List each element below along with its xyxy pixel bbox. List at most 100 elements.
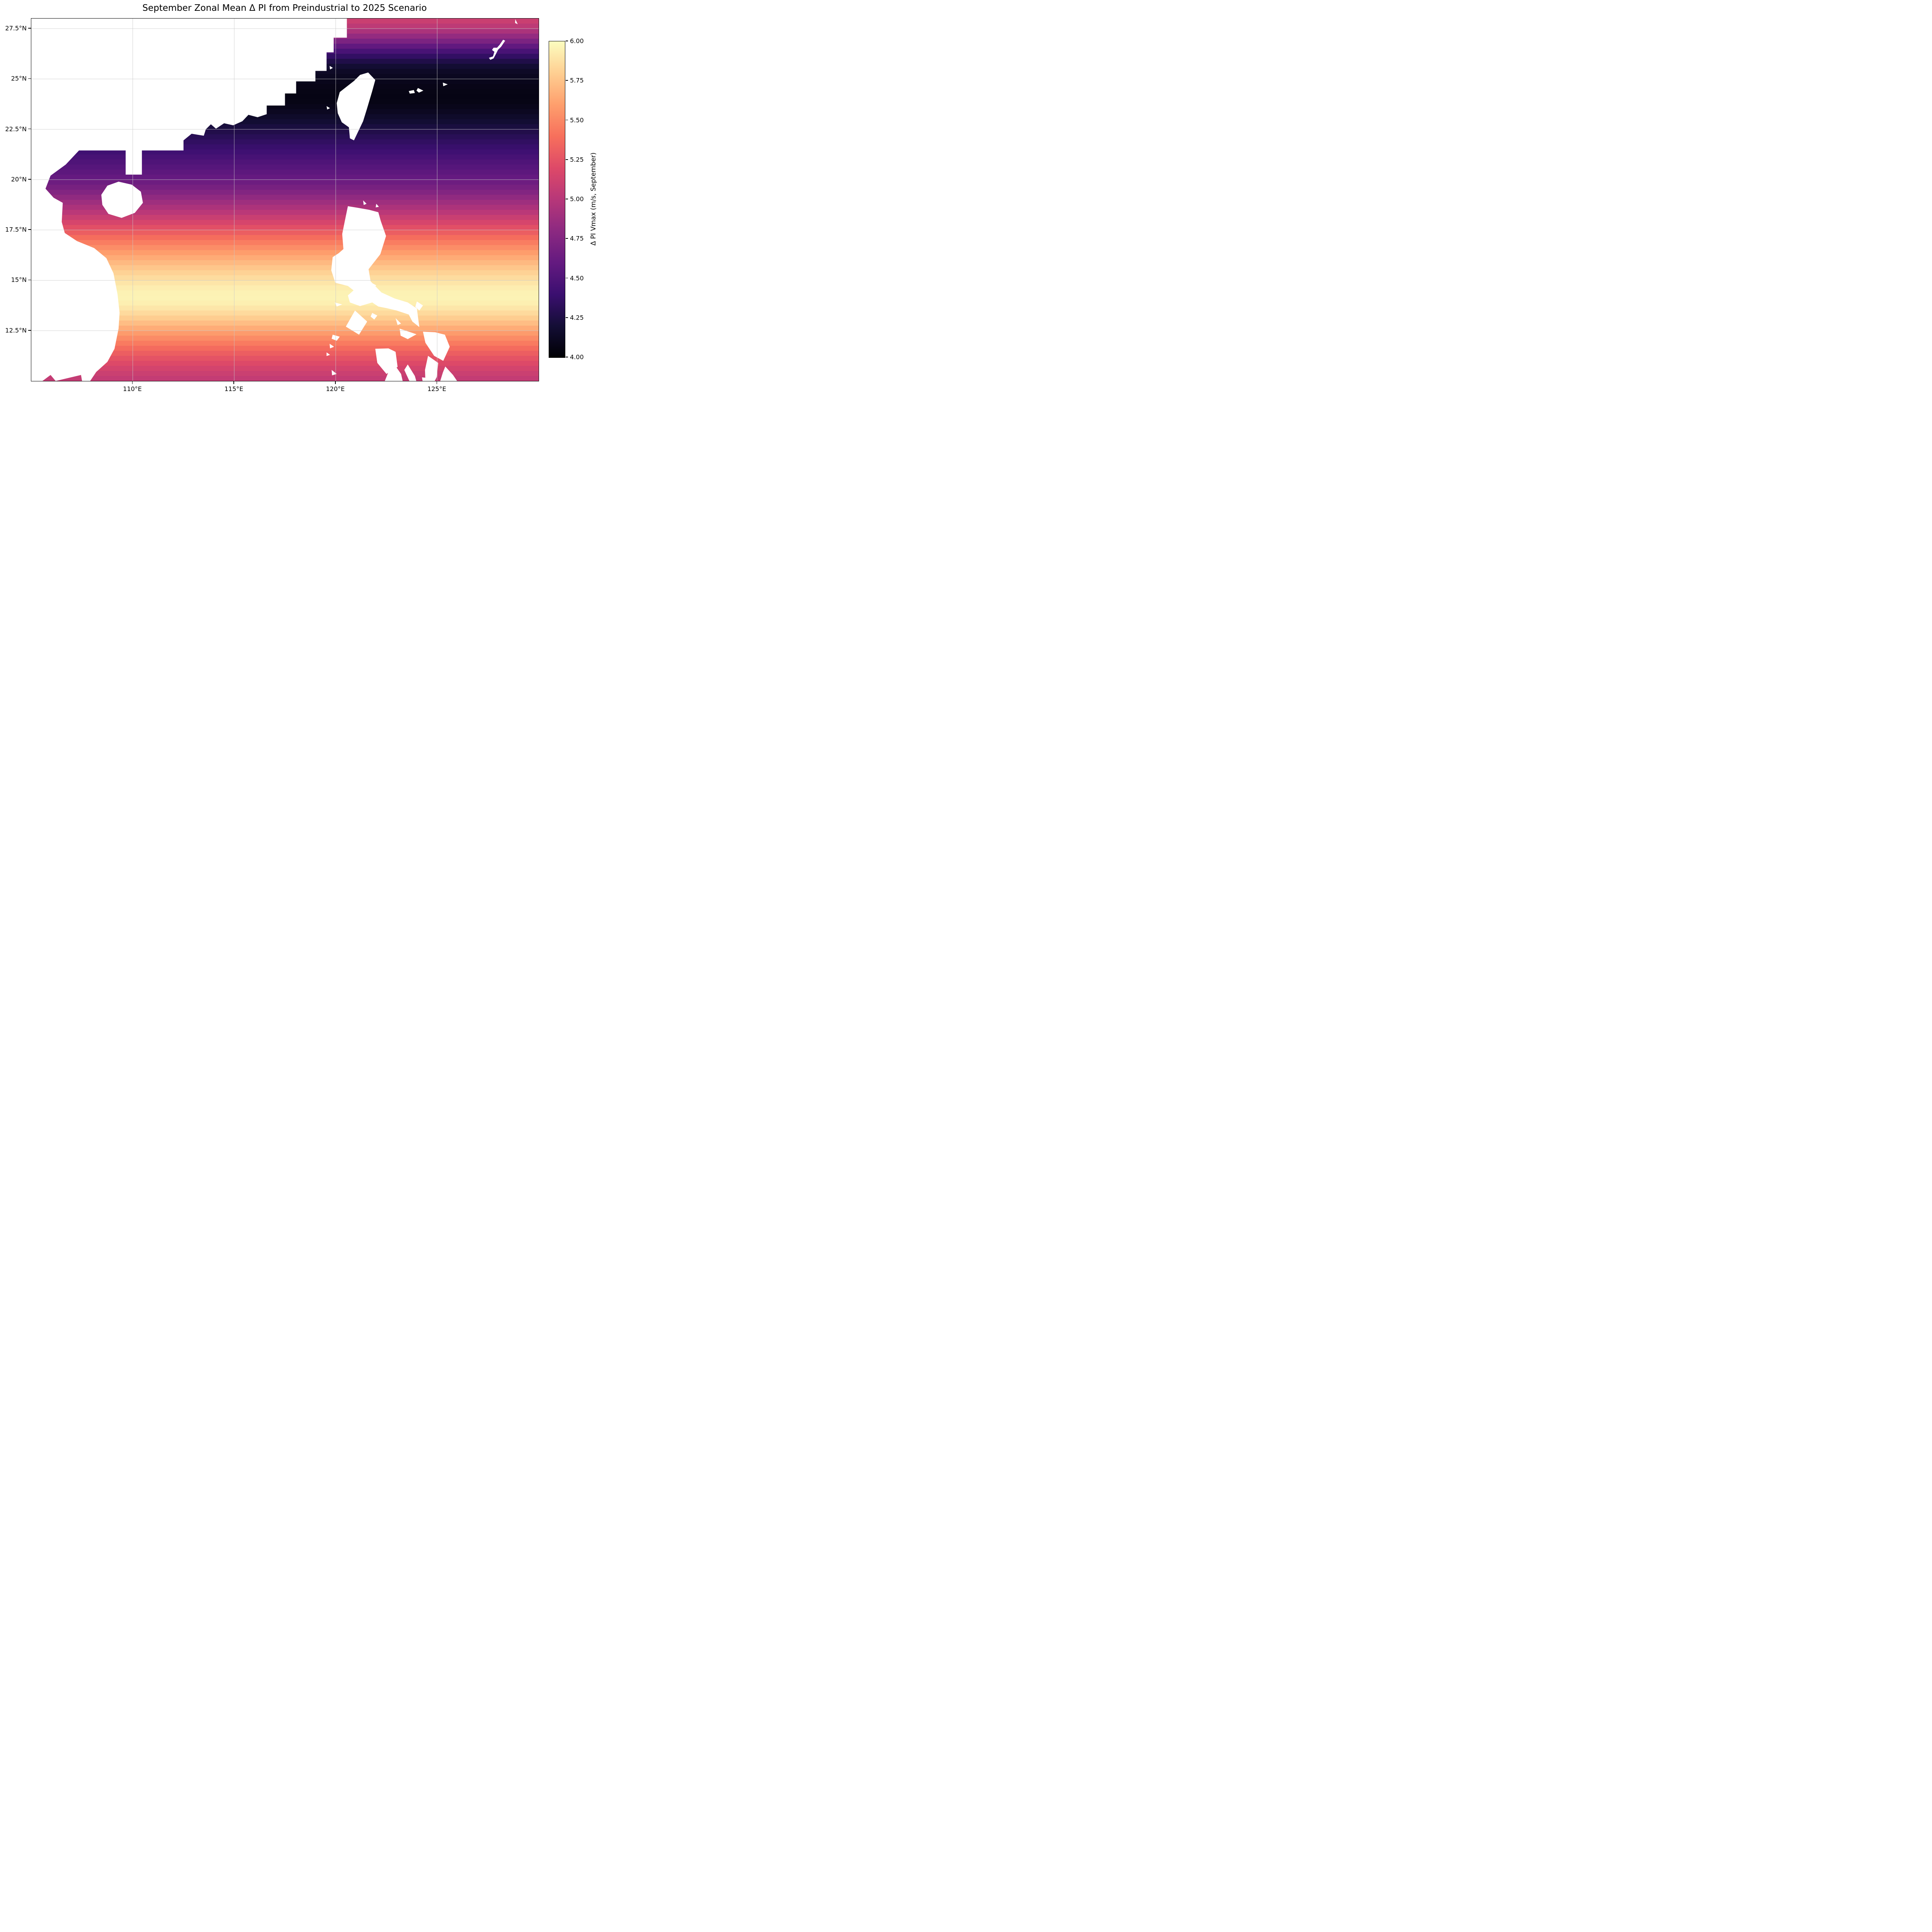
zonal-band	[31, 345, 539, 351]
land-mask-mindanao_ne	[440, 366, 457, 381]
colorbar-tick-label: 5.00	[570, 195, 584, 203]
colorbar-tick-label: 5.25	[570, 156, 584, 163]
land-mask-penghu	[327, 106, 330, 110]
zonal-band	[31, 350, 539, 356]
land-mask-culion	[330, 344, 334, 349]
zonal-band	[31, 280, 539, 286]
zonal-band	[31, 355, 539, 361]
land-mask-iriomote	[416, 88, 423, 93]
land-mask-burias	[395, 318, 401, 325]
zonal-band	[31, 164, 539, 170]
zonal-band	[31, 371, 539, 376]
land-mask-lubang	[335, 302, 342, 307]
zonal-band	[31, 335, 539, 341]
zonal-band	[31, 210, 539, 215]
x-tick-mark	[132, 381, 133, 384]
y-tick-mark	[28, 330, 31, 331]
colorbar-tick-mark	[566, 119, 568, 121]
zonal-band	[31, 265, 539, 270]
zonal-band	[31, 325, 539, 331]
x-tick-label: 110°E	[123, 385, 142, 393]
y-tick-label: 25°N	[11, 75, 27, 82]
zonal-band	[31, 366, 539, 371]
y-tick-mark	[28, 28, 31, 29]
zonal-band	[31, 376, 539, 381]
zonal-band	[31, 300, 539, 306]
colorbar-tick-label: 4.00	[570, 353, 584, 361]
x-tick-mark	[233, 381, 234, 384]
zonal-band	[31, 189, 539, 195]
zonal-band	[31, 149, 539, 155]
zonal-band	[31, 275, 539, 281]
zonal-band	[31, 361, 539, 366]
zonal-band	[31, 220, 539, 225]
land-mask-china_vietnam	[31, 19, 347, 381]
land-mask-linapacan	[327, 352, 330, 356]
y-tick-label: 20°N	[11, 175, 27, 183]
y-tick-label: 12.5°N	[5, 327, 27, 334]
y-tick-label: 22.5°N	[5, 125, 27, 133]
map-canvas	[31, 19, 539, 381]
land-mask-marinduque	[371, 313, 378, 320]
colorbar-tick-label: 5.50	[570, 116, 584, 124]
x-tick-label: 120°E	[326, 385, 345, 393]
land-mask-masbate	[400, 328, 417, 339]
zonal-band	[31, 235, 539, 240]
zonal-band	[31, 174, 539, 180]
land-mask-babuyan_1	[363, 200, 367, 205]
land-mask-hainan	[101, 182, 143, 218]
land-mask-matsu	[330, 66, 333, 70]
y-tick-label: 27.5°N	[5, 24, 27, 32]
zonal-band	[31, 154, 539, 160]
zonal-band	[31, 230, 539, 235]
y-tick-mark	[28, 78, 31, 79]
x-tick-label: 115°E	[224, 385, 243, 393]
colorbar-tick-mark	[566, 80, 568, 81]
land-mask-palawan_n	[332, 370, 337, 376]
land-mask-luzon	[331, 206, 420, 327]
zonal-band	[31, 285, 539, 291]
land-mask-leyte	[425, 355, 439, 381]
land-mask-ishigaki	[408, 90, 415, 94]
y-tick-mark	[28, 279, 31, 281]
zonal-band	[31, 194, 539, 200]
land-mask-miyako	[443, 82, 448, 87]
zonal-band	[31, 184, 539, 190]
colorbar-tick-mark	[566, 317, 568, 318]
land-mask-okinawa	[489, 39, 505, 60]
colorbar-tick-label: 4.75	[570, 235, 584, 242]
land-mask-mindoro	[346, 310, 367, 335]
colorbar-gradient	[549, 41, 565, 357]
zonal-band	[31, 250, 539, 255]
x-tick-label: 125°E	[427, 385, 446, 393]
land-mask-samar	[423, 332, 450, 361]
zonal-band	[31, 270, 539, 276]
y-tick-mark	[28, 229, 31, 230]
y-tick-label: 17.5°N	[5, 226, 27, 233]
zonal-band	[31, 295, 539, 301]
figure: September Zonal Mean Δ PI from Preindust…	[0, 0, 599, 395]
zonal-band	[31, 225, 539, 230]
zonal-band	[31, 159, 539, 165]
colorbar-tick-label: 4.50	[570, 274, 584, 282]
land-mask-babuyan_2	[376, 204, 379, 207]
x-tick-mark	[335, 381, 336, 384]
colorbar-tick-label: 4.25	[570, 314, 584, 321]
zonal-band	[31, 245, 539, 250]
zonal-band	[31, 169, 539, 175]
zonal-band	[31, 200, 539, 205]
land-mask-negros	[384, 363, 403, 381]
colorbar	[549, 41, 565, 358]
zonal-band	[31, 340, 539, 346]
zonal-band	[31, 260, 539, 265]
y-tick-label: 15°N	[11, 276, 27, 284]
map-plot-area	[31, 18, 539, 381]
colorbar-tick-label: 6.00	[570, 37, 584, 45]
zonal-band	[31, 205, 539, 210]
zonal-band	[31, 255, 539, 260]
land-mask-cebu	[404, 364, 417, 381]
land-mask-amami	[515, 19, 518, 24]
colorbar-tick-mark	[566, 159, 568, 160]
land-mask-taiwan	[337, 72, 376, 141]
zonal-band	[31, 215, 539, 220]
